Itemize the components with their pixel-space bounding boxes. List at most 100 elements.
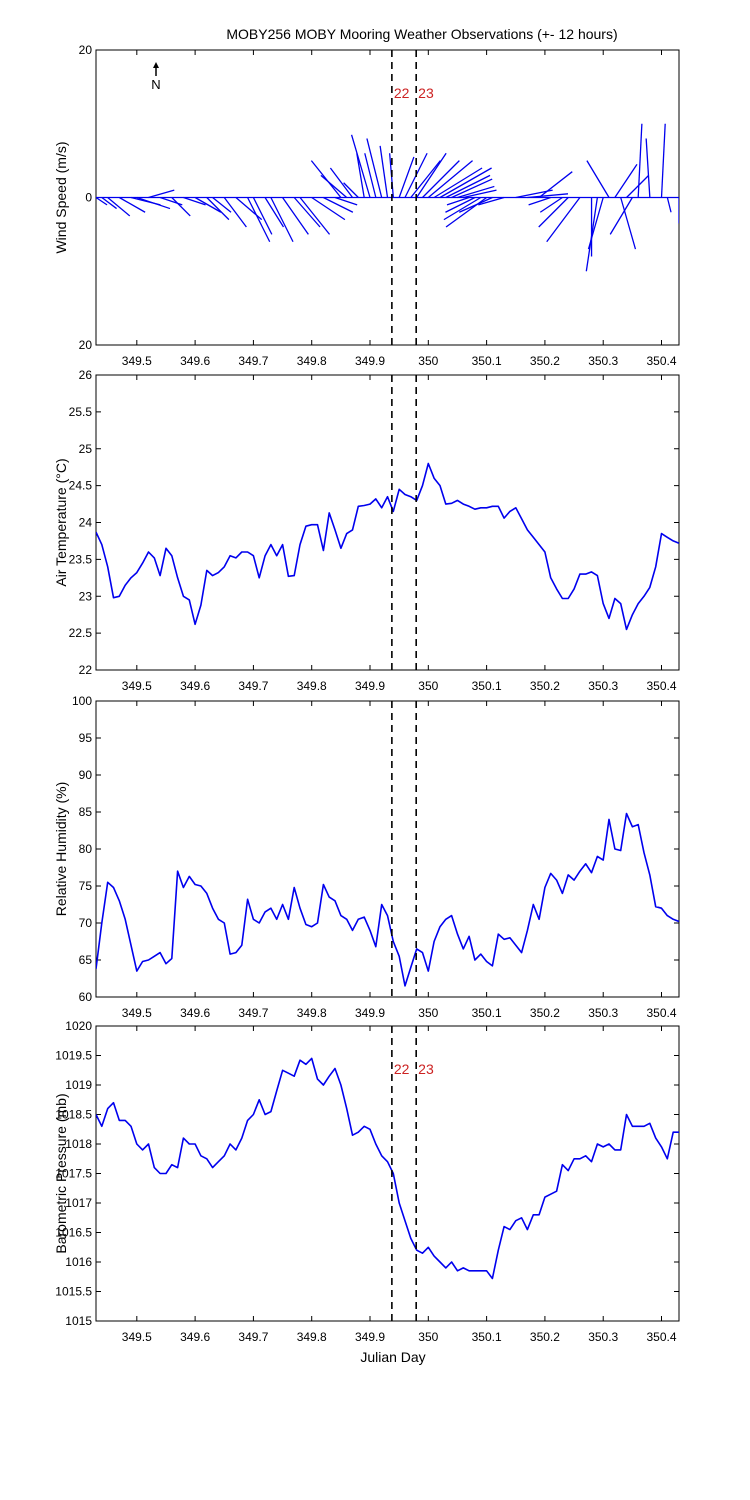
x-tick-label: 349.6 xyxy=(180,1006,210,1020)
wind-vector xyxy=(194,196,222,213)
x-tick-label: 350.2 xyxy=(530,354,560,368)
y-tick-label: 1019 xyxy=(65,1078,92,1092)
x-tick-label: 350.2 xyxy=(530,1006,560,1020)
wind-speed-panel: 20 0 20 349.5 349.6 349.7 349.8 349.9 350 350.1 35… xyxy=(53,43,680,368)
y-axis-label: Air Temperature (°C) xyxy=(53,458,69,586)
wind-vector xyxy=(422,160,460,198)
wind-vector xyxy=(311,196,346,221)
y-tick-label: 100 xyxy=(72,694,92,708)
axes-frame xyxy=(95,1025,680,1322)
wind-vector xyxy=(96,196,108,206)
wind-vector xyxy=(446,196,470,206)
x-tick-label: 350.2 xyxy=(530,679,560,693)
barometric-pressure-panel: 1015 1015.5 1016 1016.5 1017 1017.5 1018 1018.5… xyxy=(53,1019,680,1344)
x-tick-label: 349.9 xyxy=(355,679,385,693)
x-tick-label: 349.7 xyxy=(238,1330,268,1344)
y-tick-label: 25.5 xyxy=(69,405,93,419)
x-tick-label: 349.8 xyxy=(297,1006,327,1020)
y-tick-label: 1015 xyxy=(65,1314,92,1328)
plot-area xyxy=(96,812,679,987)
x-tick-label: 349.6 xyxy=(180,1330,210,1344)
y-tick-label: 23 xyxy=(79,589,93,603)
wind-vector xyxy=(445,196,476,213)
x-tick-label: 350.1 xyxy=(472,1006,502,1020)
x-tick-label: 350.1 xyxy=(472,679,502,693)
x-tick-label: 350 xyxy=(418,1330,438,1344)
north-label: N xyxy=(151,77,160,92)
x-tick-label: 349.6 xyxy=(180,679,210,693)
wind-vector xyxy=(620,197,637,250)
wind-vector xyxy=(439,167,492,199)
x-tick-label: 349.5 xyxy=(122,679,152,693)
axes-frame xyxy=(95,700,680,998)
x-tick-label: 349.5 xyxy=(122,354,152,368)
y-tick-label: 1018 xyxy=(65,1137,92,1151)
wind-vector xyxy=(538,171,573,199)
y-axis-label: Barometric Pressure (mb) xyxy=(53,1093,69,1253)
wind-vector xyxy=(528,196,551,206)
wind-vector xyxy=(645,138,651,198)
wind-vector xyxy=(586,160,610,198)
y-tick-label: 1017 xyxy=(65,1196,92,1210)
wind-vector xyxy=(118,196,146,213)
x-tick-label: 350.3 xyxy=(588,679,618,693)
y-tick-label: 20 xyxy=(79,43,93,57)
y-tick-label: 0 xyxy=(85,191,92,205)
wind-vector xyxy=(329,167,354,198)
data-line xyxy=(96,462,679,631)
plot-area xyxy=(96,462,679,631)
x-tick-label: 349.9 xyxy=(355,354,385,368)
wind-vector xyxy=(379,145,389,198)
x-tick-label: 349.9 xyxy=(355,1006,385,1020)
wind-vector xyxy=(666,197,672,213)
x-tick-label: 350.3 xyxy=(588,1006,618,1020)
wind-vector xyxy=(538,197,569,228)
wind-vector xyxy=(299,197,331,235)
wind-vector xyxy=(527,193,569,199)
wind-vector xyxy=(334,196,358,206)
x-tick-label: 349.8 xyxy=(297,354,327,368)
wind-vector xyxy=(458,196,493,213)
x-tick-label: 350 xyxy=(418,1006,438,1020)
x-tick-label: 349.7 xyxy=(238,1006,268,1020)
y-tick-label: 22 xyxy=(79,663,93,677)
x-tick-label: 350.4 xyxy=(646,679,676,693)
y-tick-label: 80 xyxy=(79,842,93,856)
x-tick-label: 349.7 xyxy=(238,679,268,693)
wind-vector xyxy=(148,189,175,199)
marker-label: 23 xyxy=(418,85,434,101)
wind-vector xyxy=(343,182,359,198)
y-tick-label: 1016 xyxy=(65,1255,92,1269)
wind-vector xyxy=(443,196,482,221)
x-tick-label: 350 xyxy=(418,354,438,368)
wind-vector xyxy=(626,174,650,198)
y-tick-label: 20 xyxy=(79,338,93,352)
y-tick-label: 23.5 xyxy=(69,552,93,566)
wind-vector xyxy=(609,197,633,235)
relative-humidity-panel: 60 65 70 75 80 85 90 95 100 349.5 349.6 349.7 349.8 3… xyxy=(53,694,680,1020)
wind-vector xyxy=(433,167,483,199)
wind-vector xyxy=(107,197,131,217)
y-tick-label: 24 xyxy=(79,516,93,530)
x-axis-label: Julian Day xyxy=(360,1349,425,1365)
x-tick-label: 349.8 xyxy=(297,1330,327,1344)
wind-vector xyxy=(264,197,285,228)
plot-area xyxy=(96,123,679,272)
wind-vector xyxy=(366,138,383,198)
x-tick-label: 350.3 xyxy=(588,354,618,368)
wind-vector xyxy=(223,197,247,228)
x-tick-label: 350.4 xyxy=(646,1006,676,1020)
y-tick-label: 60 xyxy=(79,990,93,1004)
wind-vector xyxy=(206,197,230,221)
y-tick-label: 22.5 xyxy=(69,626,93,640)
y-axis-label: Relative Humidity (%) xyxy=(53,782,69,917)
y-axis-label: Wind Speed (m/s) xyxy=(53,141,69,253)
wind-vector xyxy=(478,196,505,206)
data-line xyxy=(96,812,679,987)
x-tick-label: 350.2 xyxy=(530,1330,560,1344)
wind-vector xyxy=(356,153,365,198)
wind-vector xyxy=(323,196,354,213)
north-arrow-icon xyxy=(153,62,159,68)
marker-label: 22 xyxy=(394,1061,410,1077)
